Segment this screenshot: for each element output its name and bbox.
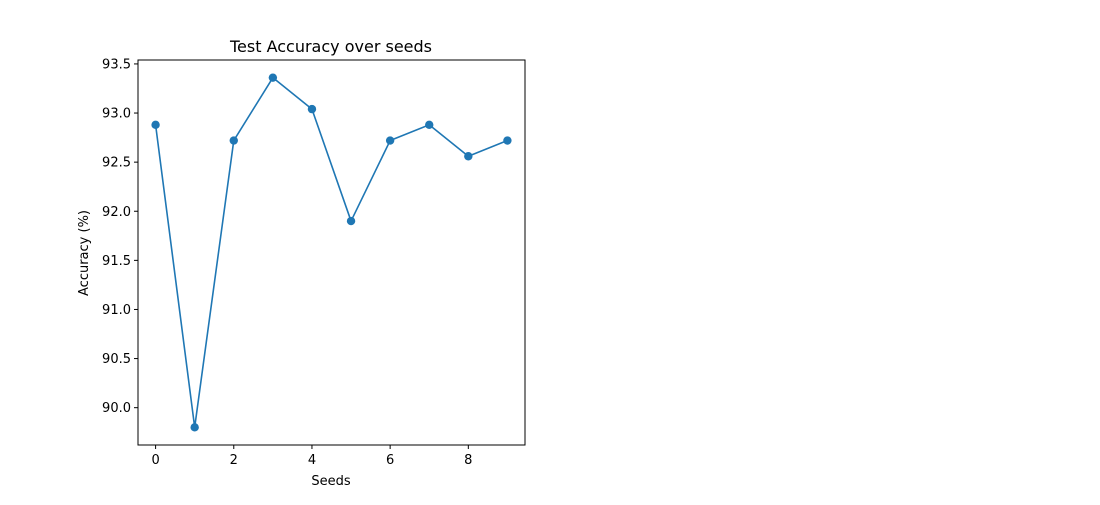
- x-tick-label: 0: [151, 453, 159, 468]
- y-tick-label: 91.5: [102, 254, 131, 269]
- chart-title: Test Accuracy over seeds: [229, 37, 432, 56]
- data-point: [229, 136, 238, 145]
- series-line: [154, 76, 508, 429]
- plot-area: 90.0 90.5 91.0 91.5 92.0 92.5 93.0 93.5 0 2 4 6 8: [102, 57, 526, 468]
- axes-frame: [137, 59, 526, 446]
- y-tick-label: 90.0: [102, 401, 131, 416]
- data-point: [425, 120, 434, 130]
- y-tick-label: 93.5: [102, 57, 131, 72]
- x-tick-label: 2: [230, 453, 238, 468]
- y-tick-label: 93.0: [102, 107, 131, 122]
- data-point: [346, 216, 356, 226]
- x-axis-label: Seeds: [311, 474, 351, 489]
- x-tick-label: 4: [308, 453, 316, 468]
- y-tick-label: 90.5: [102, 352, 131, 367]
- data-point: [307, 104, 317, 114]
- data-point: [503, 136, 512, 145]
- data-point: [385, 136, 395, 145]
- y-tick-label: 91.0: [102, 303, 131, 318]
- y-tick-label: 92.0: [102, 205, 131, 220]
- x-tick-label: 8: [464, 453, 472, 468]
- data-point: [190, 423, 199, 432]
- data-point: [151, 120, 160, 130]
- data-point: [464, 152, 473, 161]
- x-tick-label: 6: [386, 453, 394, 468]
- y-tick-label: 92.5: [102, 156, 131, 171]
- y-axis-label: Accuracy (%): [77, 210, 92, 296]
- data-point: [268, 73, 278, 82]
